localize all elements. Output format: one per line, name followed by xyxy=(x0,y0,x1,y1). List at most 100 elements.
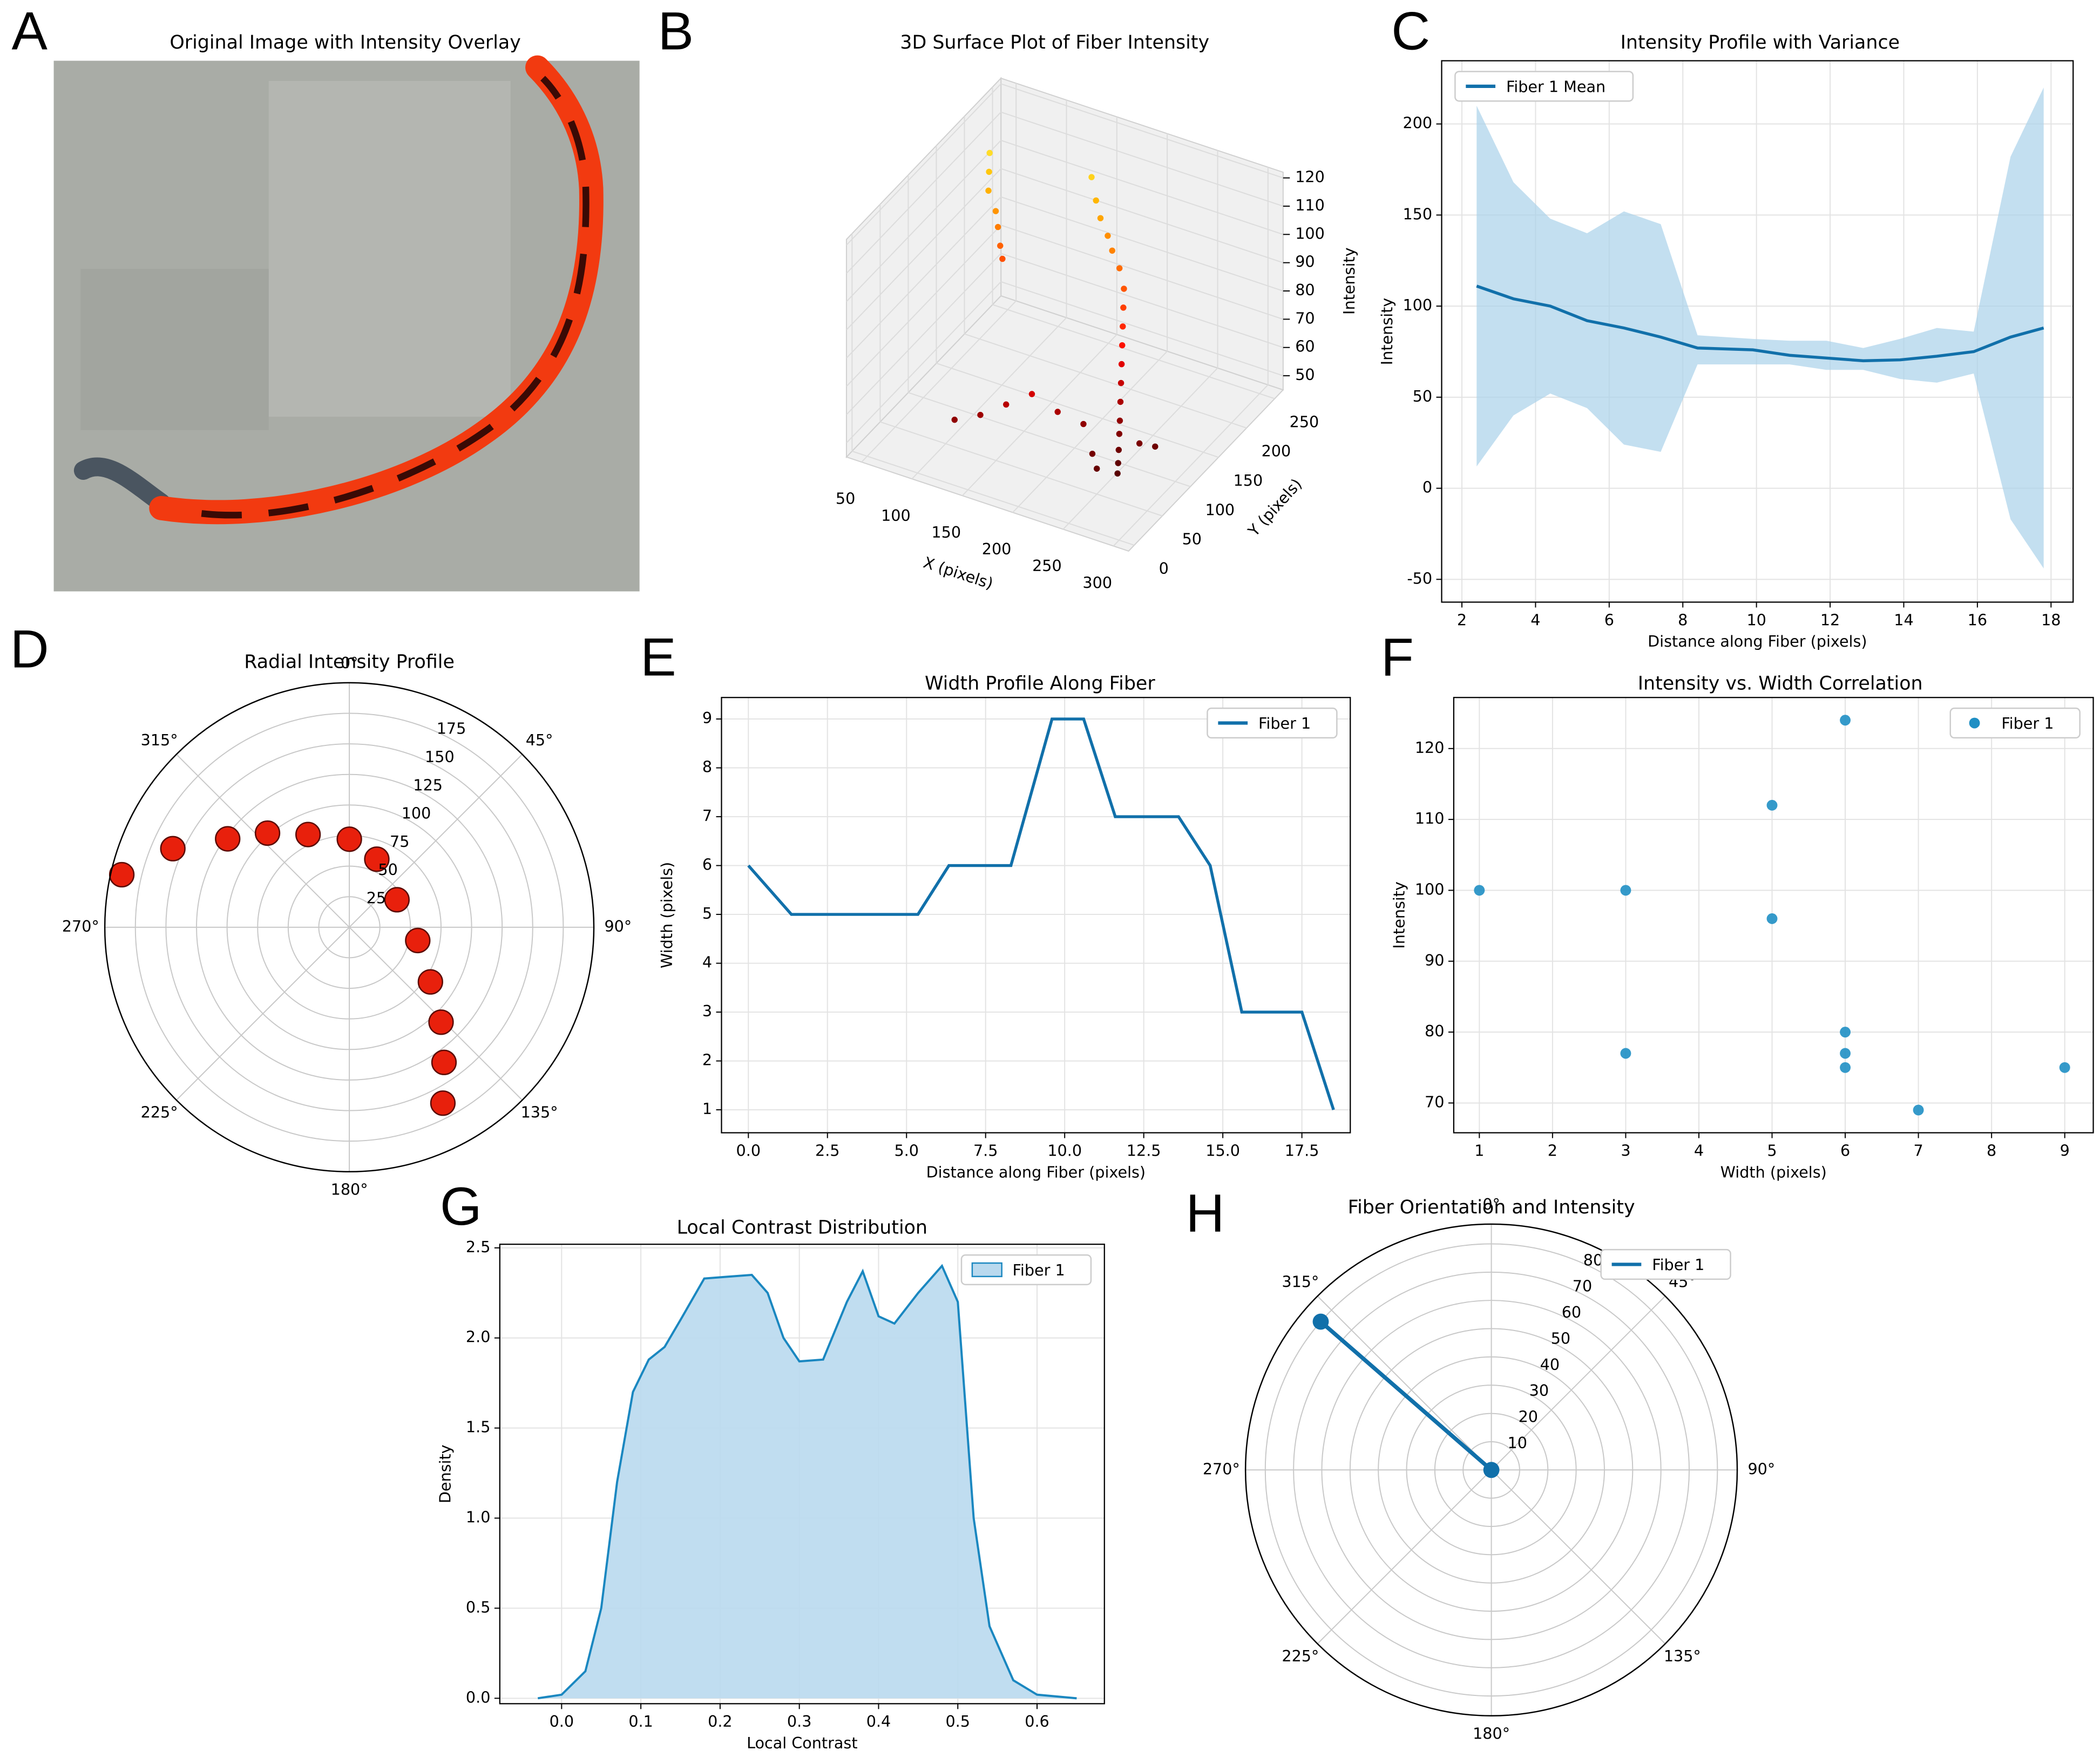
r-tick-label: 175 xyxy=(437,720,466,738)
r-tick-label: 40 xyxy=(1540,1355,1560,1374)
y-tick-label: 200 xyxy=(1403,114,1432,132)
grid-line xyxy=(992,304,1275,399)
polar-point xyxy=(431,1049,457,1075)
grid-line xyxy=(1000,111,1284,207)
grid-line xyxy=(846,112,1001,274)
scatter-point xyxy=(1105,233,1111,239)
y-tick-label: 1.0 xyxy=(466,1508,491,1526)
x-tick-label: 0.2 xyxy=(708,1712,732,1730)
grid-line xyxy=(861,300,1017,463)
y-tick-label: 0 xyxy=(1422,478,1432,497)
legend-box xyxy=(1454,71,1634,102)
side-pane xyxy=(845,77,1002,459)
theta-tick-label: 180° xyxy=(1473,1725,1510,1743)
theta-tick-label: 45° xyxy=(526,731,553,749)
y-tick-label: 110 xyxy=(1415,809,1445,827)
theta-tick-label: 0° xyxy=(1482,1195,1500,1213)
theta-tick-label: 0° xyxy=(341,654,358,672)
scatter-point xyxy=(1766,799,1778,811)
x-tick-label: 10.0 xyxy=(1047,1141,1082,1159)
grid-line xyxy=(846,168,1001,330)
y-tick-label: 7 xyxy=(702,806,712,825)
r-tick-label: 100 xyxy=(402,804,431,823)
scatter-point xyxy=(997,242,1004,249)
x-tick-label: 18 xyxy=(2041,610,2061,629)
x-tick-label: 0.1 xyxy=(628,1712,653,1730)
x-tick-label: 3 xyxy=(1621,1141,1630,1159)
theta-tick-label: 315° xyxy=(1282,1273,1319,1291)
z-axis-label: Intensity xyxy=(1340,247,1358,315)
x-tick-label: 7 xyxy=(1913,1141,1923,1159)
legend-label: Fiber 1 xyxy=(1652,1255,1704,1274)
scatter-point xyxy=(1840,715,1851,726)
x-tick-label: 0.4 xyxy=(866,1712,891,1730)
scatter-point xyxy=(1119,342,1126,349)
grid-line xyxy=(1000,140,1284,235)
r-tick-label: 50 xyxy=(1551,1329,1570,1347)
z-tick-label: 100 xyxy=(1295,224,1325,242)
x-axis-label: Distance along Fiber (pixels) xyxy=(926,1163,1146,1181)
scatter-point xyxy=(1474,885,1485,896)
z-tick-label: 80 xyxy=(1295,281,1315,299)
grid-line xyxy=(1113,384,1269,547)
x-tick-label: 10 xyxy=(1746,610,1766,629)
scatter-point xyxy=(1089,450,1096,457)
legend-label: Fiber 1 xyxy=(2001,714,2054,732)
scatter-point xyxy=(1120,304,1127,311)
x-tick-label: 9 xyxy=(2060,1141,2070,1159)
x-axis-label: Local Contrast xyxy=(747,1734,858,1751)
r-tick-label: 20 xyxy=(1519,1408,1538,1426)
chart-title: Fiber Orientation and Intensity xyxy=(1348,1197,1635,1218)
z-tick-label: 110 xyxy=(1295,196,1325,214)
r-tick-label: 30 xyxy=(1529,1381,1549,1400)
theta-tick-label: 225° xyxy=(141,1103,178,1122)
y-tick-label: 250 xyxy=(1290,412,1319,431)
x-tick-label: 6 xyxy=(1840,1141,1850,1159)
axes-frame xyxy=(1453,697,2094,1134)
scatter-point xyxy=(994,223,1001,230)
scatter-point xyxy=(1116,265,1123,272)
x-tick-label: 4 xyxy=(1694,1141,1704,1159)
x-tick-label: 0.3 xyxy=(787,1712,812,1730)
x-axis-label: Width (pixels) xyxy=(1720,1163,1827,1181)
scatter-point xyxy=(1093,197,1099,204)
scatter-point xyxy=(1115,446,1122,453)
axes-frame xyxy=(1441,60,2074,603)
scatter-point xyxy=(977,412,984,418)
polar-point xyxy=(295,822,321,847)
y-tick-label: 3 xyxy=(702,1002,712,1020)
scatter-point xyxy=(1152,443,1159,450)
panel-letter: E xyxy=(640,627,676,687)
scatter-point xyxy=(1115,460,1121,466)
y-tick-label: 0.0 xyxy=(466,1688,491,1706)
scatter-point xyxy=(986,168,992,175)
y-tick-label: 9 xyxy=(702,709,712,727)
grid-line xyxy=(908,392,1191,487)
chart-title: Radial Intensity Profile xyxy=(244,651,455,673)
angular-grid xyxy=(176,927,350,1101)
angular-grid xyxy=(349,754,523,928)
fiber-core xyxy=(201,76,590,519)
y-axis-label: Intensity xyxy=(1390,881,1408,949)
scatter-point xyxy=(999,255,1006,262)
axes-frame xyxy=(721,697,1351,1134)
y-tick-label: 8 xyxy=(702,758,712,776)
scatter-point xyxy=(1120,323,1126,330)
x-tick-label: 16 xyxy=(1968,610,1987,629)
scatter-point xyxy=(1114,470,1121,477)
grid-line xyxy=(846,140,1001,302)
x-tick-label: 5.0 xyxy=(894,1141,919,1159)
grid-line xyxy=(1000,83,1284,179)
legend-marker xyxy=(1969,717,1980,729)
scatter-point xyxy=(1620,1048,1631,1059)
x-tick-label: 300 xyxy=(1082,573,1112,592)
scatter-point xyxy=(1121,286,1127,292)
theta-tick-label: 90° xyxy=(1747,1460,1775,1478)
theta-tick-label: 270° xyxy=(62,917,99,935)
panel-letter: A xyxy=(12,2,48,62)
grid-line xyxy=(846,83,1001,246)
angular-grid xyxy=(1317,1469,1492,1645)
legend-box xyxy=(1207,707,1338,739)
grid-line xyxy=(880,421,1163,517)
legend-patch xyxy=(971,1262,1002,1278)
